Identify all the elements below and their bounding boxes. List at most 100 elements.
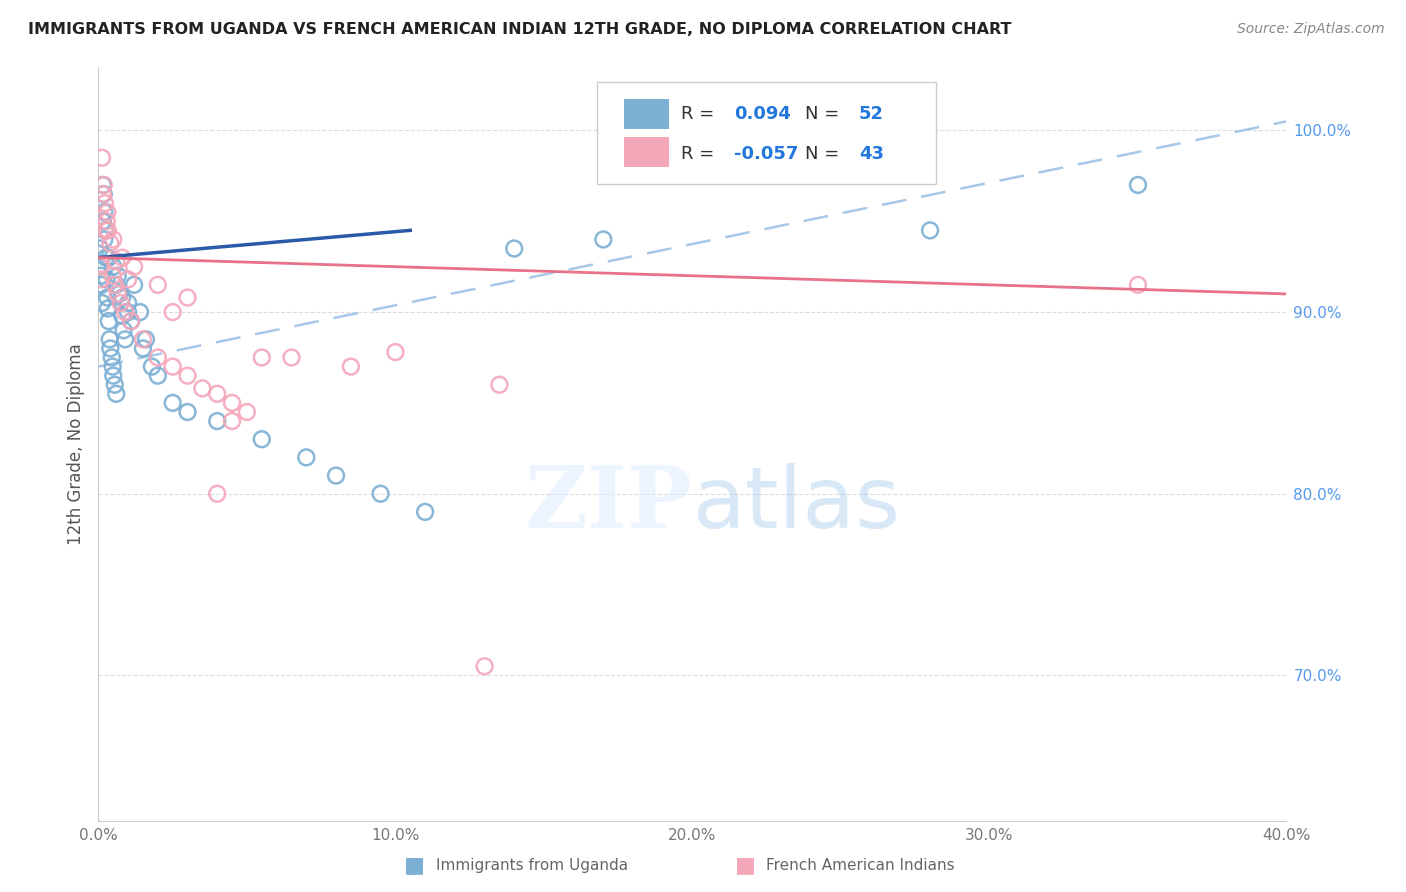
Text: French American Indians: French American Indians	[766, 858, 955, 872]
Point	[132, 342, 155, 356]
Point	[91, 187, 114, 202]
Point	[96, 214, 118, 228]
Point	[413, 505, 436, 519]
Text: atlas: atlas	[692, 463, 900, 546]
Point	[920, 223, 942, 237]
Text: IMMIGRANTS FROM UGANDA VS FRENCH AMERICAN INDIAN 12TH GRADE, NO DIPLOMA CORRELAT: IMMIGRANTS FROM UGANDA VS FRENCH AMERICA…	[28, 22, 1012, 37]
Point	[221, 414, 243, 428]
Point	[1126, 178, 1149, 192]
Point	[103, 260, 125, 274]
Point	[146, 277, 169, 292]
Point	[98, 236, 121, 251]
Point	[104, 377, 127, 392]
Point	[1126, 277, 1149, 292]
Text: 0.094: 0.094	[734, 105, 792, 123]
Point	[122, 260, 145, 274]
Y-axis label: 12th Grade, No Diploma: 12th Grade, No Diploma	[66, 343, 84, 545]
Text: R =: R =	[681, 145, 720, 162]
Point	[236, 405, 259, 419]
Text: Immigrants from Uganda: Immigrants from Uganda	[436, 858, 628, 872]
Point	[340, 359, 363, 374]
Point	[107, 268, 129, 283]
Point	[96, 291, 118, 305]
Point	[503, 242, 526, 256]
Point	[91, 214, 114, 228]
Point	[97, 301, 120, 316]
Text: 52: 52	[859, 105, 884, 123]
Point	[111, 251, 134, 265]
Point	[104, 277, 127, 292]
Point	[94, 196, 117, 211]
Point	[117, 296, 139, 310]
Point	[105, 387, 128, 401]
Point	[176, 368, 198, 383]
Bar	[623, 99, 669, 129]
Point	[384, 345, 406, 359]
Point	[592, 232, 614, 246]
Point	[101, 359, 124, 374]
Text: N =: N =	[806, 145, 845, 162]
Point	[191, 381, 214, 395]
Point	[621, 169, 644, 183]
Point	[101, 351, 124, 365]
Point	[162, 359, 184, 374]
Point	[97, 314, 120, 328]
Text: Source: ZipAtlas.com: Source: ZipAtlas.com	[1237, 22, 1385, 37]
Point	[110, 296, 132, 310]
Point	[111, 291, 134, 305]
Point	[107, 287, 129, 301]
Point	[90, 277, 112, 292]
Point	[250, 351, 273, 365]
Point	[176, 405, 198, 419]
Point	[94, 223, 117, 237]
Point	[207, 486, 229, 500]
Point	[474, 659, 496, 673]
Text: R =: R =	[681, 105, 720, 123]
Point	[162, 396, 184, 410]
Point	[141, 359, 163, 374]
Point	[89, 242, 111, 256]
Point	[207, 414, 229, 428]
Point	[280, 351, 302, 365]
Point	[93, 187, 115, 202]
Point	[111, 309, 134, 323]
Point	[93, 232, 115, 246]
Point	[90, 268, 112, 283]
Point	[108, 287, 131, 301]
Point	[97, 223, 120, 237]
Point	[129, 305, 152, 319]
Text: 43: 43	[859, 145, 884, 162]
Point	[98, 342, 121, 356]
Point	[91, 296, 114, 310]
Point	[221, 396, 243, 410]
Point	[135, 332, 157, 346]
Point	[114, 332, 136, 346]
Point	[112, 323, 135, 337]
Point	[146, 368, 169, 383]
Point	[162, 305, 184, 319]
Point	[120, 314, 142, 328]
Point	[90, 272, 112, 286]
Point	[96, 205, 118, 219]
Text: ■: ■	[735, 855, 755, 875]
Point	[207, 387, 229, 401]
Point	[105, 254, 128, 268]
Point	[93, 178, 115, 192]
Point	[122, 277, 145, 292]
Point	[96, 272, 118, 286]
FancyBboxPatch shape	[598, 82, 936, 184]
Text: N =: N =	[806, 105, 845, 123]
Text: ZIP: ZIP	[524, 462, 692, 546]
Bar	[623, 137, 669, 167]
Point	[176, 291, 198, 305]
Point	[91, 151, 114, 165]
Point	[91, 178, 114, 192]
Point	[325, 468, 347, 483]
Point	[103, 368, 125, 383]
Point	[370, 486, 392, 500]
Point	[132, 332, 155, 346]
Point	[120, 314, 142, 328]
Point	[94, 251, 117, 265]
Text: -0.057: -0.057	[734, 145, 799, 162]
Text: ■: ■	[405, 855, 425, 875]
